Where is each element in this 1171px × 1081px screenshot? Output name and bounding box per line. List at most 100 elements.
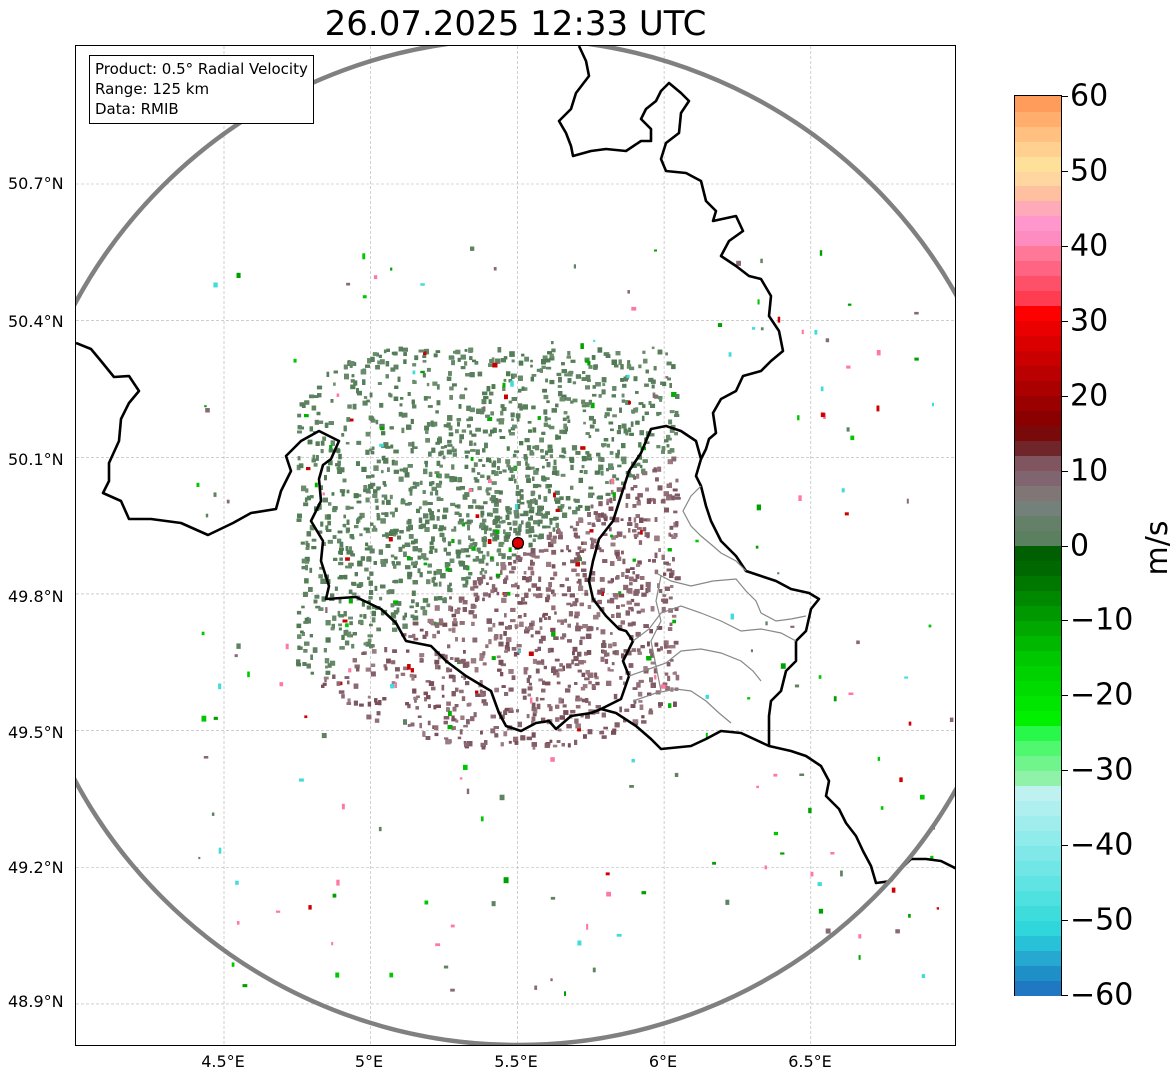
echo-pixel [656, 411, 662, 415]
range-label: Range: 125 km [95, 80, 210, 98]
echo-pixel [483, 592, 488, 597]
echo-pixel [605, 872, 610, 876]
echo-pixel [543, 409, 548, 415]
echo-pixel [650, 606, 655, 612]
echo-pixel [752, 327, 756, 330]
echo-pixel [548, 582, 552, 588]
echo-pixel [546, 561, 552, 567]
echo-pixel [631, 474, 636, 478]
colorbar-segment [1015, 245, 1061, 262]
echo-pixel [648, 710, 654, 715]
echo-pixel [348, 562, 352, 569]
echo-pixel [650, 661, 656, 665]
echo-pixel [586, 453, 592, 458]
echo-pixel [587, 729, 593, 735]
echo-pixel [411, 675, 415, 681]
echo-pixel [634, 523, 639, 528]
echo-pixel [579, 550, 585, 553]
echo-pixel [412, 615, 419, 621]
data-source-label: Data: RMIB [95, 100, 179, 118]
echo-pixel [528, 576, 532, 581]
echo-pixel [580, 636, 586, 640]
echo-pixel [328, 421, 334, 425]
radar-map[interactable] [75, 45, 956, 1046]
echo-pixel [503, 731, 508, 737]
echo-pixel [505, 534, 510, 539]
echo-pixel [515, 503, 518, 510]
echo-pixel [488, 363, 493, 367]
echo-pixel [326, 371, 330, 377]
belgium-border [76, 341, 821, 746]
echo-pixel [390, 683, 395, 689]
echo-pixel [483, 396, 489, 400]
echo-pixel [522, 601, 528, 605]
echo-pixel [523, 454, 528, 459]
echo-pixel [635, 514, 640, 518]
echo-pixel [557, 728, 562, 732]
echo-pixel [476, 595, 480, 601]
echo-pixel [627, 522, 633, 526]
echo-pixel [668, 608, 673, 613]
echo-pixel [445, 567, 450, 572]
echo-pixel [509, 432, 515, 436]
echo-pixel [582, 624, 588, 629]
echo-pixel [603, 438, 609, 442]
echo-pixel [423, 351, 427, 356]
colorbar-segment [1015, 320, 1061, 337]
echo-pixel [626, 589, 630, 593]
echo-pixel [351, 581, 356, 586]
echo-pixel [569, 525, 574, 529]
echo-pixel [457, 736, 462, 740]
echo-pixel [211, 812, 215, 816]
echo-pixel [621, 550, 624, 555]
echo-pixel [322, 436, 327, 441]
echo-pixel [458, 596, 465, 601]
echo-pixel [517, 555, 521, 559]
echo-pixel [914, 311, 919, 315]
echo-pixel [509, 707, 513, 711]
echo-pixel [513, 736, 519, 743]
echo-pixel [451, 448, 457, 453]
echo-pixel [605, 481, 609, 484]
echo-pixel [635, 420, 640, 425]
echo-pixel [642, 459, 648, 463]
colorbar-tick [1062, 395, 1068, 397]
echo-pixel [323, 542, 326, 546]
echo-pixel [830, 852, 835, 855]
echo-pixel [381, 455, 386, 461]
echo-pixel [525, 461, 528, 466]
echo-pixel [468, 610, 474, 615]
echo-pixel [369, 571, 374, 576]
echo-pixel [498, 421, 504, 425]
echo-pixel [574, 663, 580, 666]
echo-pixel [799, 773, 805, 776]
echo-pixel [392, 531, 398, 535]
echo-pixel [818, 675, 822, 679]
echo-pixel [478, 550, 484, 554]
echo-pixel [442, 537, 446, 542]
echo-pixel [736, 260, 741, 266]
echo-pixel [412, 481, 417, 486]
radar-site-marker[interactable] [511, 536, 525, 550]
echo-pixel [440, 573, 446, 579]
echo-pixel [443, 547, 447, 552]
echo-pixel [310, 495, 314, 499]
echo-pixel [644, 411, 649, 415]
echo-pixel [436, 630, 440, 634]
echo-pixel [521, 386, 525, 391]
echo-pixel [354, 572, 358, 577]
echo-pixel [488, 399, 492, 404]
echo-pixel [412, 546, 418, 552]
echo-pixel [515, 555, 519, 561]
echo-pixel [435, 410, 439, 414]
echo-pixel [499, 541, 505, 545]
echo-pixel [411, 399, 415, 405]
echo-pixel [458, 660, 464, 664]
echo-pixel [531, 702, 536, 709]
echo-pixel [578, 585, 584, 591]
echo-pixel [669, 428, 675, 433]
echo-pixel [797, 415, 800, 421]
echo-pixel [438, 665, 441, 670]
echo-pixel [419, 572, 423, 578]
echo-pixel [344, 640, 350, 646]
